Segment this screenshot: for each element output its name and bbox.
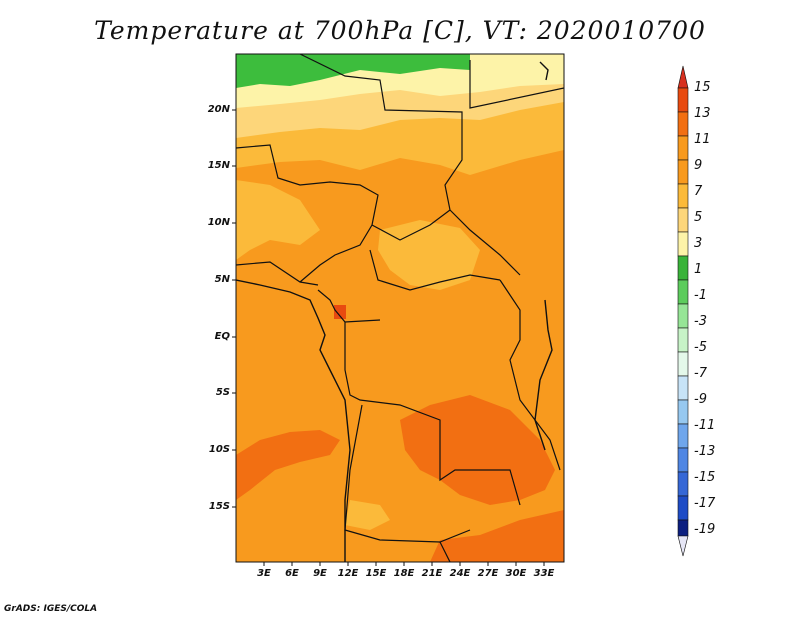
colorbar-label: 13 xyxy=(694,106,711,121)
lat-label-15s: 15S xyxy=(208,501,230,512)
colorbar-label: -3 xyxy=(694,314,707,329)
colorbar-bin xyxy=(677,207,689,233)
coastline xyxy=(236,61,553,562)
colorbar-label: -13 xyxy=(694,444,716,459)
colorbar-label: 9 xyxy=(694,158,703,173)
lat-label-20n: 20N xyxy=(207,104,230,115)
lat-label-15n: 15N xyxy=(207,160,230,171)
colorbar-top-arrow xyxy=(677,65,689,89)
colorbar-label: -15 xyxy=(694,470,716,485)
colorbar-bin xyxy=(677,351,689,377)
colorbar-label: -7 xyxy=(694,366,707,381)
axis-ticks xyxy=(232,109,545,566)
colorbar-label: -9 xyxy=(694,392,707,407)
field-red-spot xyxy=(334,305,346,319)
field-dark-orange-bottom xyxy=(430,510,564,562)
field-tan-central xyxy=(378,220,480,290)
lon-label-15e: 15E xyxy=(365,568,387,579)
colorbar-bin xyxy=(677,231,689,257)
colorbar-bin xyxy=(677,279,689,305)
colorbar-bin xyxy=(677,447,689,473)
colorbar-bin xyxy=(677,471,689,497)
country-borders xyxy=(236,54,564,562)
colorbar-bin xyxy=(677,87,689,113)
colorbar-label: 5 xyxy=(694,210,703,225)
lon-label-18e: 18E xyxy=(393,568,415,579)
lat-label-10n: 10N xyxy=(207,217,230,228)
colorbar-bin xyxy=(677,327,689,353)
lat-label-10s: 10S xyxy=(208,444,230,455)
colorbar-bin xyxy=(677,423,689,449)
colorbar-label: -17 xyxy=(694,496,716,511)
colorbar-label: 1 xyxy=(694,262,703,277)
field-tan-south xyxy=(345,500,390,530)
colorbar-bin xyxy=(677,303,689,329)
field-tan-west xyxy=(236,180,320,260)
lat-label-eq: EQ xyxy=(214,331,230,342)
colorbar-label: 11 xyxy=(694,132,711,147)
lon-label-9e: 9E xyxy=(313,568,327,579)
colorbar-label: -1 xyxy=(694,288,707,303)
lat-label-5n: 5N xyxy=(214,274,230,285)
colorbar-bin xyxy=(677,399,689,425)
chart-title: Temperature at 700hPa [C], VT: 202001070… xyxy=(94,16,706,45)
lon-label-33e: 33E xyxy=(533,568,555,579)
colorbar-bin xyxy=(677,495,689,521)
colorbar-label: -11 xyxy=(694,418,716,433)
lon-label-30e: 30E xyxy=(505,568,527,579)
colorbar-bin xyxy=(677,255,689,281)
colorbar-label: 7 xyxy=(694,184,703,199)
colorbar xyxy=(677,65,689,557)
lon-label-21e: 21E xyxy=(421,568,443,579)
field-dark-orange-southwest xyxy=(236,430,340,500)
map-frame xyxy=(235,53,565,563)
lon-label-3e: 3E xyxy=(257,568,271,579)
colorbar-bin xyxy=(677,375,689,401)
temperature-field xyxy=(236,54,564,562)
colorbar-bin xyxy=(677,135,689,161)
lat-label-5s: 5S xyxy=(215,387,230,398)
colorbar-label: -5 xyxy=(694,340,707,355)
lon-label-24e: 24E xyxy=(449,568,471,579)
colorbar-label: 15 xyxy=(694,80,711,95)
colorbar-bin xyxy=(677,519,689,537)
colorbar-bin xyxy=(677,183,689,209)
lon-label-6e: 6E xyxy=(285,568,299,579)
lon-label-12e: 12E xyxy=(337,568,359,579)
lon-label-27e: 27E xyxy=(477,568,499,579)
colorbar-bottom-arrow xyxy=(677,535,689,557)
colorbar-bin xyxy=(677,111,689,137)
field-green-north xyxy=(236,54,470,88)
colorbar-bin xyxy=(677,159,689,185)
field-dark-orange-southeast xyxy=(400,395,555,505)
credit-text: GrADS: IGES/COLA xyxy=(4,604,98,614)
colorbar-label: -19 xyxy=(694,522,716,537)
colorbar-label: 3 xyxy=(694,236,703,251)
